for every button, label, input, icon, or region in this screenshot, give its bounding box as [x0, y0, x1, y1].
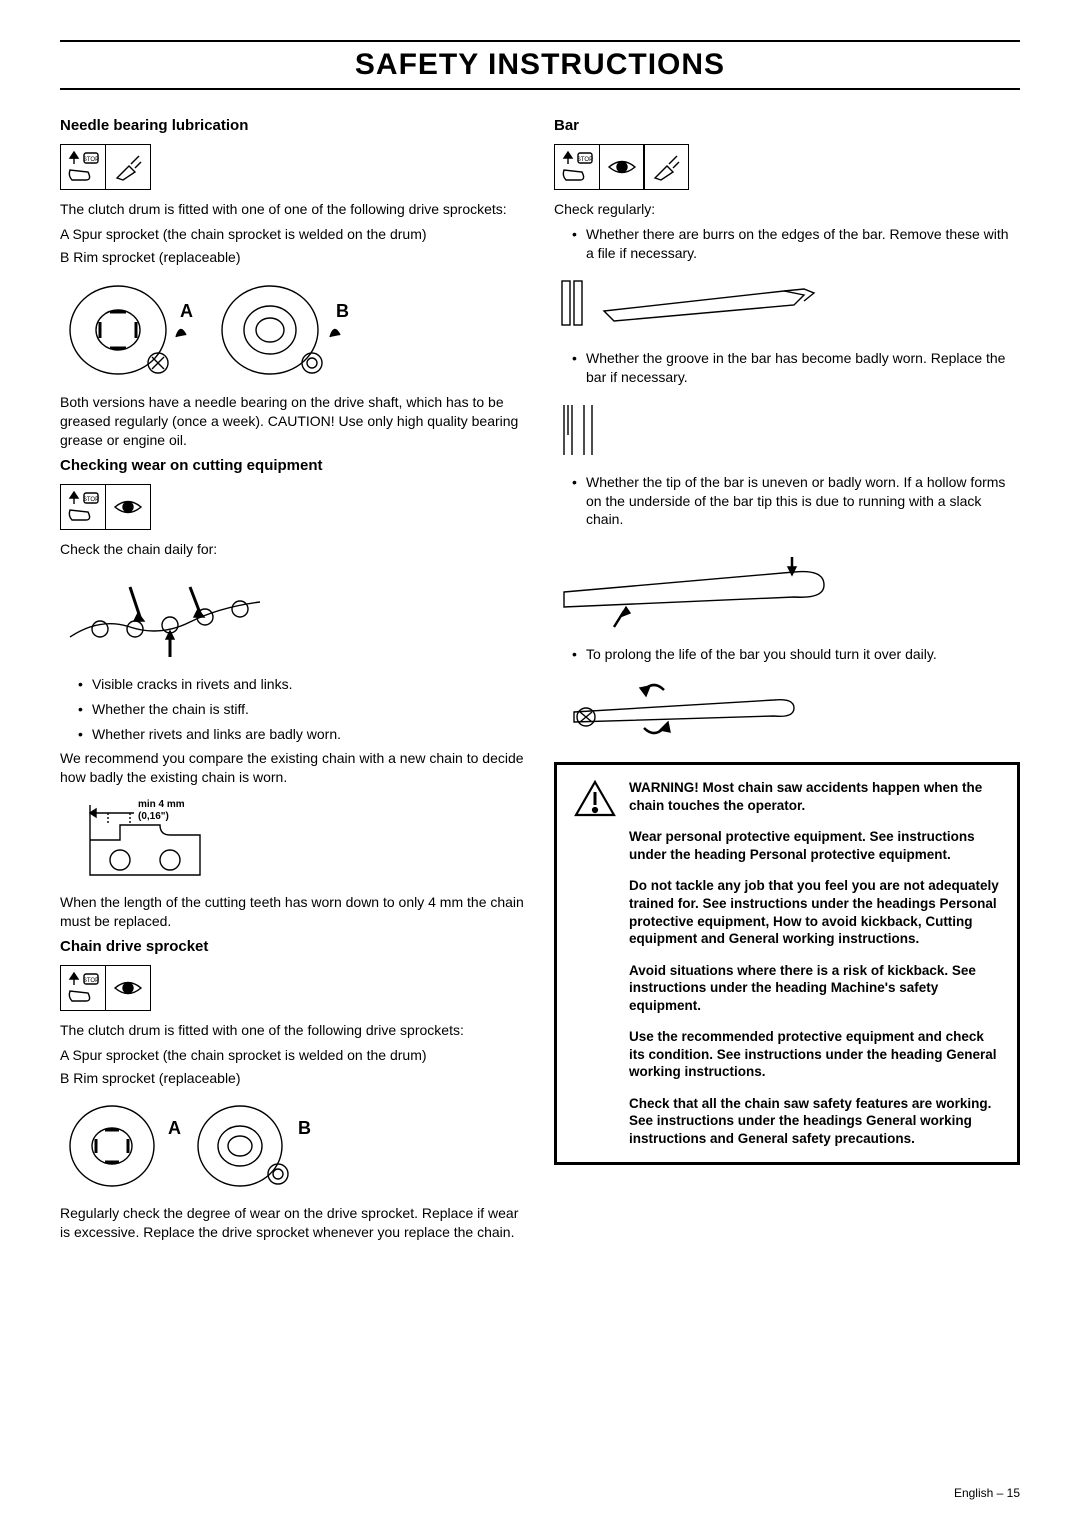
warning-paragraph: Do not tackle any job that you feel you … — [629, 877, 1001, 947]
sprocket-diagram-ab-2: A B — [60, 1096, 526, 1196]
paragraph: Regularly check the degree of wear on th… — [60, 1204, 526, 1242]
list-item: Whether the groove in the bar has become… — [572, 349, 1020, 387]
page-footer: English – 15 — [954, 1486, 1020, 1500]
page-title: SAFETY INSTRUCTIONS — [60, 42, 1020, 88]
svg-text:A: A — [168, 1118, 181, 1138]
bar-groove-diagram — [554, 395, 1020, 465]
bar-flip-diagram — [554, 672, 1020, 742]
stop-icon: STOP — [554, 144, 600, 190]
bar-file-diagram — [554, 271, 1020, 341]
icon-row-stop-eye-2: STOP — [60, 965, 526, 1011]
bullet-list: Whether the groove in the bar has become… — [572, 349, 1020, 387]
svg-text:STOP: STOP — [83, 978, 99, 984]
paragraph: Both versions have a needle bearing on t… — [60, 393, 526, 450]
page-header: SAFETY INSTRUCTIONS — [60, 40, 1020, 90]
list-item-b: B Rim sprocket (replaceable) — [60, 1069, 526, 1088]
warning-text: WARNING! Most chain saw accidents happen… — [629, 779, 1001, 1147]
svg-text:STOP: STOP — [577, 157, 593, 163]
content-columns: Needle bearing lubrication STOP The clut… — [60, 110, 1020, 1248]
warning-paragraph: Wear personal protective equipment. See … — [629, 828, 1001, 863]
list-item-a: A Spur sprocket (the chain sprocket is w… — [60, 1046, 526, 1065]
bar-tip-diagram — [554, 537, 1020, 637]
sprocket-diagram-ab: A B — [60, 275, 526, 385]
warning-box: WARNING! Most chain saw accidents happen… — [554, 762, 1020, 1164]
paragraph: The clutch drum is fitted with one of on… — [60, 200, 526, 219]
svg-text:STOP: STOP — [83, 497, 99, 503]
icon-row-stop-eye: STOP — [60, 484, 526, 530]
list-item: To prolong the life of the bar you shoul… — [572, 645, 1020, 664]
warning-paragraph: Check that all the chain saw safety feat… — [629, 1095, 1001, 1148]
warning-paragraph: Avoid situations where there is a risk o… — [629, 962, 1001, 1015]
warning-paragraph: Use the recommended protective equipment… — [629, 1028, 1001, 1081]
list-item: Whether there are burrs on the edges of … — [572, 225, 1020, 263]
paragraph: When the length of the cutting teeth has… — [60, 893, 526, 931]
stop-icon: STOP — [60, 965, 106, 1011]
right-column: Bar STOP Check regularly: Whether there … — [554, 110, 1020, 1248]
warning-triangle-icon — [573, 779, 617, 1147]
grease-gun-icon — [643, 144, 689, 190]
heading-bar: Bar — [554, 116, 1020, 136]
heading-chain-sprocket: Chain drive sprocket — [60, 937, 526, 957]
list-item-a: A Spur sprocket (the chain sprocket is w… — [60, 225, 526, 244]
bullet-list: Whether there are burrs on the edges of … — [572, 225, 1020, 263]
list-item: Whether rivets and links are badly worn. — [78, 725, 526, 744]
chain-diagram — [60, 567, 526, 667]
warning-paragraph: WARNING! Most chain saw accidents happen… — [629, 779, 1001, 814]
paragraph: The clutch drum is fitted with one of th… — [60, 1021, 526, 1040]
lettered-list-2: A Spur sprocket (the chain sprocket is w… — [60, 1046, 526, 1088]
bullet-list: Whether the tip of the bar is uneven or … — [572, 473, 1020, 530]
svg-text:B: B — [298, 1118, 311, 1138]
paragraph: We recommend you compare the existing ch… — [60, 749, 526, 787]
min-4mm-label: min 4 mm — [138, 799, 185, 810]
bullet-list: Visible cracks in rivets and links. Whet… — [78, 675, 526, 744]
footer-page-number: 15 — [1007, 1486, 1020, 1500]
list-item: Whether the tip of the bar is uneven or … — [572, 473, 1020, 530]
svg-text:B: B — [336, 301, 349, 321]
footer-dash: – — [993, 1486, 1006, 1500]
eye-icon — [105, 484, 151, 530]
list-item-b: B Rim sprocket (replaceable) — [60, 248, 526, 267]
icon-row-stop-eye-grease: STOP — [554, 144, 1020, 190]
tooth-length-diagram: min 4 mm (0,16") — [60, 795, 526, 885]
svg-text:A: A — [180, 301, 193, 321]
stop-icon: STOP — [60, 144, 106, 190]
eye-icon — [105, 965, 151, 1011]
paragraph: Check the chain daily for: — [60, 540, 526, 559]
stop-icon: STOP — [60, 484, 106, 530]
icon-row-stop-grease: STOP — [60, 144, 526, 190]
left-column: Needle bearing lubrication STOP The clut… — [60, 110, 526, 1248]
heading-needle-bearing: Needle bearing lubrication — [60, 116, 526, 136]
eye-icon — [599, 144, 645, 190]
list-item: Visible cracks in rivets and links. — [78, 675, 526, 694]
bullet-list: To prolong the life of the bar you shoul… — [572, 645, 1020, 664]
paragraph: Check regularly: — [554, 200, 1020, 219]
heading-checking-wear: Checking wear on cutting equipment — [60, 456, 526, 476]
footer-language: English — [954, 1486, 993, 1500]
list-item: Whether the chain is stiff. — [78, 700, 526, 719]
inches-label: (0,16") — [138, 811, 169, 822]
svg-text:STOP: STOP — [83, 157, 99, 163]
grease-gun-icon — [105, 144, 151, 190]
lettered-list: A Spur sprocket (the chain sprocket is w… — [60, 225, 526, 267]
